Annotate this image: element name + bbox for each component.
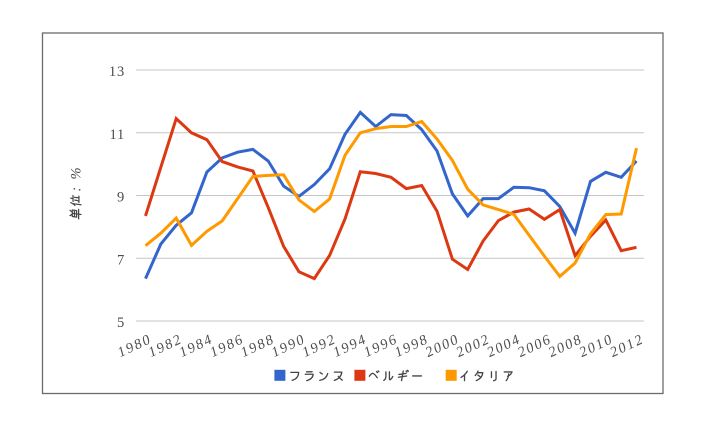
- svg-text:5: 5: [117, 315, 125, 331]
- svg-text:7: 7: [117, 252, 125, 268]
- svg-text:: %: : %: [69, 167, 85, 191]
- svg-text:9: 9: [117, 190, 125, 206]
- svg-text:13: 13: [109, 64, 125, 80]
- svg-text:11: 11: [109, 127, 125, 143]
